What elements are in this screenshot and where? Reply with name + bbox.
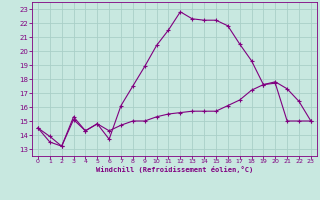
X-axis label: Windchill (Refroidissement éolien,°C): Windchill (Refroidissement éolien,°C) bbox=[96, 166, 253, 173]
